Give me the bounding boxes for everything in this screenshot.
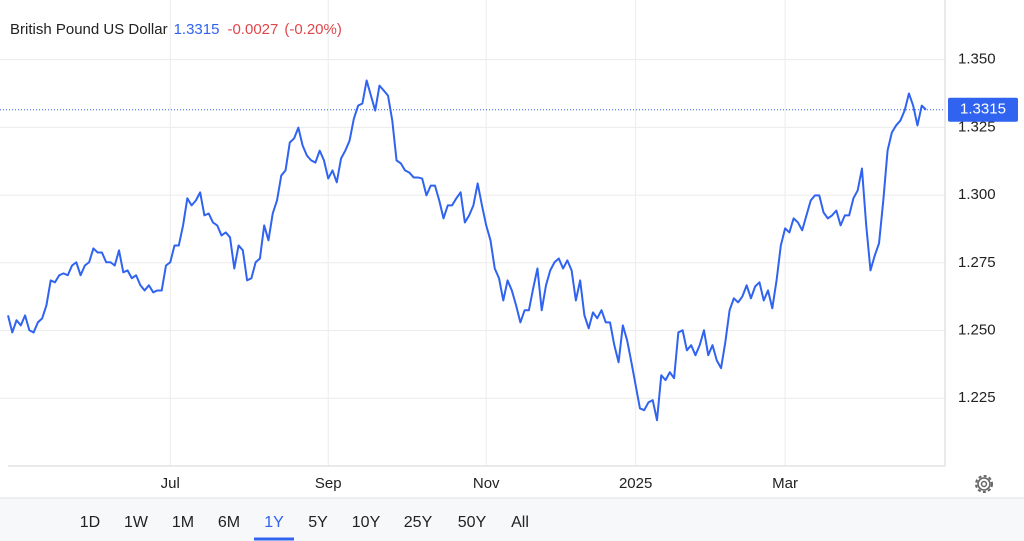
last-price: 1.3315: [174, 21, 220, 38]
price-change-pct: (-0.20%): [284, 21, 342, 38]
range-button[interactable]: 1M: [172, 514, 194, 531]
y-tick-label: 1.250: [958, 322, 996, 339]
y-tick-label: 1.275: [958, 254, 996, 271]
range-button[interactable]: 5Y: [308, 514, 328, 531]
range-button[interactable]: 1Y: [264, 514, 284, 531]
price-change: -0.0027: [227, 21, 278, 38]
last-price-label: 1.3315: [960, 101, 1006, 118]
range-bar: [0, 498, 1024, 541]
settings-button[interactable]: [975, 475, 993, 493]
range-button[interactable]: 6M: [218, 514, 240, 531]
gear-hole: [980, 480, 988, 488]
x-tick-label: Mar: [772, 475, 798, 492]
y-tick-label: 1.325: [958, 118, 996, 135]
x-tick-label: 2025: [619, 475, 652, 492]
range-button[interactable]: 1W: [124, 514, 149, 531]
gear-teeth: [975, 475, 993, 493]
gear-body: [977, 477, 991, 491]
range-button[interactable]: 10Y: [352, 514, 381, 531]
range-buttons: 1D 1W 1M 6M 1Y 5Y 10Y 25Y 50Y All: [80, 514, 529, 541]
x-tick-label: Nov: [473, 475, 500, 492]
instrument-title: British Pound US Dollar 1.3315 -0.0027 (-0.…: [10, 21, 342, 38]
plot: [0, 79, 945, 422]
y-tick-label: 1.225: [958, 389, 996, 406]
range-button[interactable]: All: [511, 514, 529, 531]
y-tick-label: 1.300: [958, 186, 996, 203]
range-button[interactable]: 50Y: [458, 514, 487, 531]
title: British Pound US Dollar: [10, 21, 168, 38]
range-button[interactable]: 1D: [80, 514, 100, 531]
y-tick-label: 1.350: [958, 51, 996, 68]
price-line: [7, 79, 927, 422]
x-tick-label: Jul: [161, 475, 180, 492]
range-button[interactable]: 25Y: [404, 514, 433, 531]
x-tick-label: Sep: [315, 475, 342, 492]
last-price-badge: [948, 97, 1018, 122]
